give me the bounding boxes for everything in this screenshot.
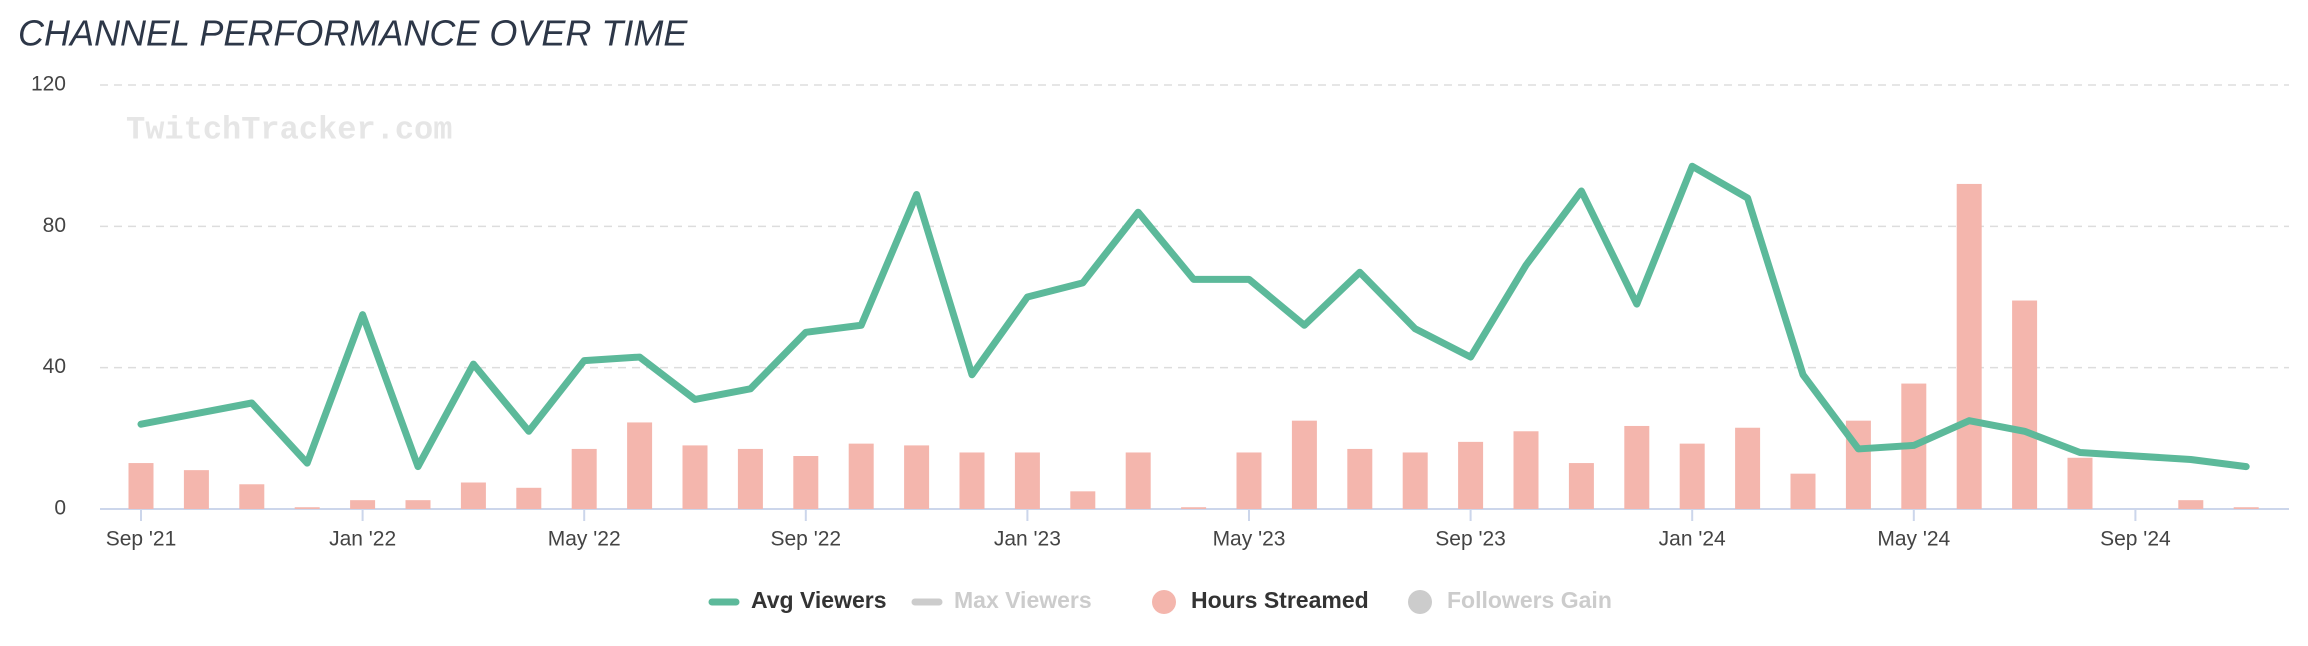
bar xyxy=(571,448,597,509)
bar xyxy=(2012,300,2038,509)
x-tick-label: Sep '24 xyxy=(2100,528,2171,551)
bar xyxy=(1070,491,1096,509)
bar xyxy=(627,422,653,509)
bar xyxy=(848,443,874,509)
x-tick-label: May '23 xyxy=(1213,528,1286,551)
legend-symbol xyxy=(1152,590,1176,614)
bar xyxy=(1790,473,1816,509)
bar xyxy=(405,500,431,509)
bar xyxy=(1568,463,1594,509)
bar xyxy=(904,445,930,509)
bar xyxy=(1236,452,1262,509)
bar xyxy=(793,456,819,509)
bar xyxy=(460,482,486,509)
bar xyxy=(1014,452,1040,509)
x-tick-label: Sep '21 xyxy=(106,528,177,551)
watermark: TwitchTracker.com xyxy=(126,111,452,148)
bar xyxy=(183,470,209,509)
legend-label[interactable]: Avg Viewers xyxy=(751,587,887,613)
bar xyxy=(1347,448,1373,509)
bar xyxy=(1402,452,1428,509)
bar xyxy=(516,487,542,509)
x-tick-label: Jan '23 xyxy=(994,528,1061,551)
bar xyxy=(682,445,708,509)
bar xyxy=(1679,443,1705,509)
chart-title: CHANNEL PERFORMANCE OVER TIME xyxy=(18,13,688,54)
bar xyxy=(737,448,763,509)
bar xyxy=(239,484,265,509)
bar xyxy=(1291,420,1317,509)
legend-symbol xyxy=(1408,590,1432,614)
x-tick-label: Jan '22 xyxy=(329,528,396,551)
bar xyxy=(2067,457,2093,509)
bar xyxy=(1513,431,1539,509)
y-tick-label: 0 xyxy=(54,497,66,520)
bar xyxy=(1956,183,1982,509)
bar xyxy=(2178,500,2204,509)
bar xyxy=(1125,452,1151,509)
bar xyxy=(294,507,320,509)
bar xyxy=(959,452,985,509)
x-tick-label: May '24 xyxy=(1877,528,1950,551)
bar xyxy=(128,463,154,509)
bar xyxy=(1181,507,1207,509)
legend-label[interactable]: Hours Streamed xyxy=(1191,587,1369,613)
bar xyxy=(350,500,376,509)
legend-label[interactable]: Max Viewers xyxy=(954,587,1092,613)
bar xyxy=(1458,441,1484,509)
bar xyxy=(2233,507,2259,509)
y-tick-label: 40 xyxy=(43,355,66,378)
y-tick-label: 120 xyxy=(31,73,66,96)
y-tick-label: 80 xyxy=(43,214,66,237)
bar xyxy=(1735,427,1761,509)
bar xyxy=(1624,425,1650,509)
x-tick-label: Sep '22 xyxy=(771,528,842,551)
line xyxy=(137,162,2250,471)
x-tick-label: Sep '23 xyxy=(1435,528,1506,551)
x-tick-label: Jan '24 xyxy=(1659,528,1726,551)
x-tick-label: May '22 xyxy=(548,528,621,551)
legend-label[interactable]: Followers Gain xyxy=(1447,587,1612,613)
